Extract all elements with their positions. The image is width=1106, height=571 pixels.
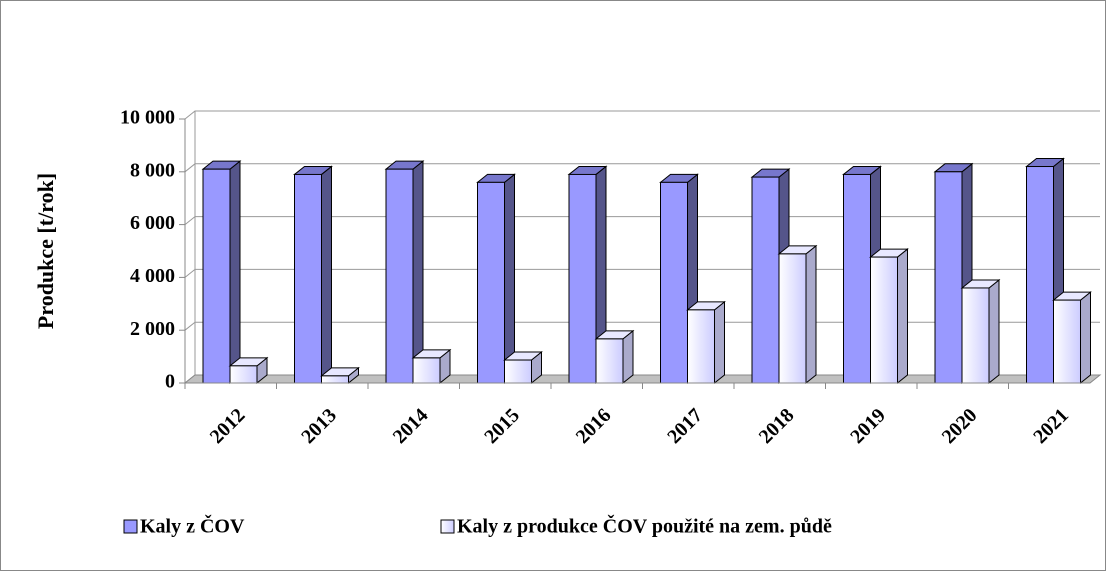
bar-front [412,357,441,384]
bar-side [897,248,908,385]
bar-side [714,300,725,385]
legend-label: Kaly z ČOV [140,514,245,538]
bar-front [229,365,258,384]
bar [777,244,818,385]
bar-side [805,244,817,385]
bar [411,348,452,385]
bar [384,160,425,385]
bar-front [687,309,715,384]
bar-front [321,375,349,384]
bar-front [385,168,414,384]
y-axis-label: Produkce [t/rok] [33,173,58,329]
bar [293,165,333,385]
bar-front [961,287,990,384]
y-tick-label: 8 000 [130,159,175,181]
bar-side [321,165,332,385]
legend-label: Kaly z produkce ČOV použité na zem. půdě [457,514,832,538]
bar-side [1080,291,1091,385]
bar-front [504,359,532,384]
bar-side [622,329,634,385]
legend-swatch [123,519,138,534]
y-tick-label: 0 [165,371,175,393]
legend-swatch [440,519,455,534]
bar-side [229,160,241,385]
grid-line [184,216,1100,225]
bar-side [988,278,1000,385]
grid-line [184,163,1100,173]
bar-front [934,171,963,384]
bar [503,350,543,385]
bar [686,300,726,385]
bar-front [202,168,231,384]
y-tick-label: 2 000 [130,318,175,340]
bar-front [1026,166,1054,384]
bar [228,356,269,385]
bar [320,366,360,385]
bar-side [412,160,424,385]
bar-front [294,173,322,384]
bar-front [751,176,780,384]
bar-front [568,173,597,384]
grid-line [184,110,1100,120]
bar-front [870,256,898,384]
bar [659,173,699,385]
y-tick-label: 4 000 [130,265,175,287]
bar-front [595,338,624,384]
bar-front [778,253,807,384]
bar-front [843,173,871,384]
bar [960,278,1001,385]
bar-front [477,181,505,384]
bar [869,248,909,385]
bar [594,329,635,385]
bar-front [660,181,688,384]
bar-front [1053,299,1081,384]
y-tick-label: 6 000 [130,212,175,234]
y-tick-label: 10 000 [120,107,175,129]
bar [201,160,242,385]
bar [1052,291,1092,385]
bar [476,173,516,385]
bar [567,165,608,385]
bar-side [504,173,515,385]
